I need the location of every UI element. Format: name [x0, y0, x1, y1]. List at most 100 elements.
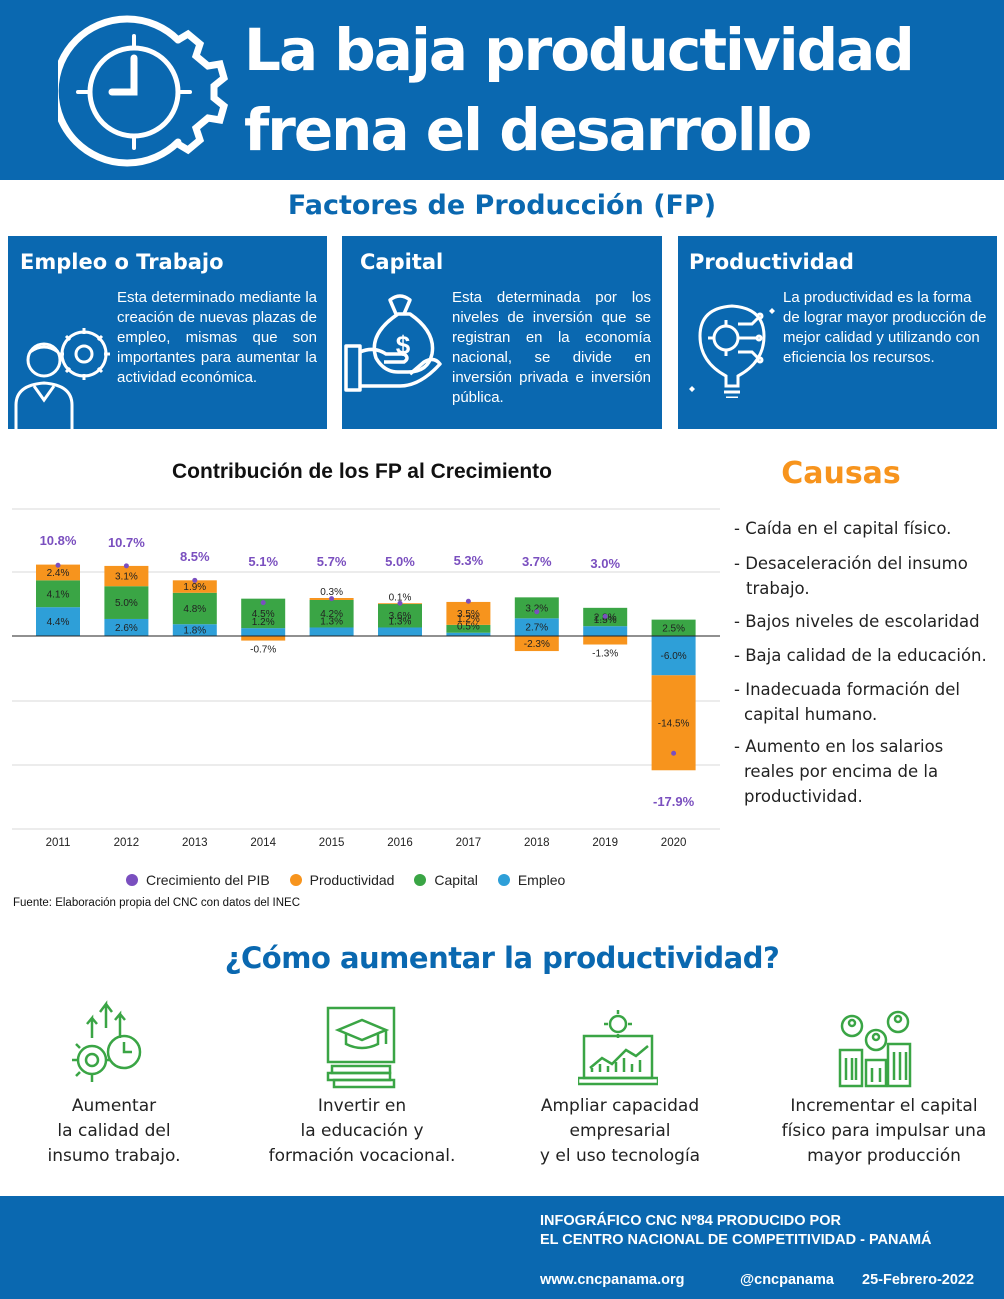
action-line: Invertir en [317, 1096, 407, 1116]
action-line: formación vocacional. [268, 1146, 456, 1166]
bar-productividad-2019 [583, 636, 628, 645]
cause-line: - Bajos niveles de escolaridad [734, 612, 980, 631]
svg-text:$: $ [396, 330, 411, 360]
data-label-empleo-2020: -6.0% [661, 651, 687, 662]
card-employment-text: Esta determinado mediante la creación de… [117, 289, 317, 386]
bar-empleo-2012 [104, 618, 149, 636]
data-label-capital-2012: 5.0% [115, 598, 138, 609]
chart-source: Fuente: Elaboración propia del CNC con d… [13, 897, 301, 909]
people-buildings-icon [838, 1010, 912, 1088]
pib-growth-label-2017: 5.3% [454, 553, 484, 568]
data-label-productividad-2020: -14.5% [658, 718, 690, 729]
bar-empleo-2015 [309, 627, 354, 636]
bar-productividad-2018 [514, 636, 559, 652]
card-productivity-text: La productividad es la forma de lograr m… [783, 289, 987, 366]
cause-item: - Aumento en los salarios reales por enci… [734, 734, 1000, 809]
data-label-empleo-2016: 1.3% [389, 616, 412, 627]
pib-growth-point-2011 [55, 562, 61, 568]
pib-growth-point-2019 [602, 613, 608, 619]
data-label-capital-2018: 3.2% [525, 603, 548, 614]
legend-swatch-employment [497, 874, 510, 886]
bar-capital-2013 [172, 592, 217, 625]
data-label-productividad-2015: 0.3% [320, 587, 343, 598]
bar-empleo-2014 [241, 628, 286, 636]
data-label-empleo-2017: 0.5% [457, 622, 480, 633]
chart-title: Contribución de los FP al Crecimiento [172, 460, 552, 483]
pib-growth-point-2012 [123, 563, 129, 569]
x-tick-label-2019: 2019 [592, 837, 618, 849]
cause-line: - Desaceleración del insumo [734, 554, 968, 573]
footer-social-handle[interactable]: @cncpanama [740, 1272, 834, 1288]
x-tick-label-2013: 2013 [182, 837, 208, 849]
header-banner [0, 0, 1004, 180]
data-label-capital-2020: 2.5% [662, 623, 685, 634]
pib-growth-point-2020 [671, 750, 677, 756]
data-label-capital-2013: 4.8% [183, 604, 206, 615]
pib-growth-label-2014: 5.1% [248, 554, 278, 569]
graduation-books-icon [326, 1006, 396, 1089]
pib-growth-point-2015 [329, 596, 335, 602]
data-label-empleo-2013: 1.8% [183, 626, 206, 637]
x-tick-label-2011: 2011 [46, 837, 71, 849]
bar-productividad-2013 [172, 580, 217, 593]
bar-productividad-2017 [446, 601, 491, 625]
data-label-productividad-2012: 3.1% [115, 572, 138, 583]
data-label-productividad-2018: -2.3% [524, 639, 550, 650]
x-tick-label-2020: 2020 [661, 837, 687, 849]
x-tick-label-2017: 2017 [456, 837, 482, 849]
cause-line: productividad. [744, 787, 863, 806]
pib-growth-point-2018 [534, 609, 540, 615]
cause-line: - Baja calidad de la educación. [734, 646, 987, 665]
x-tick-label-2014: 2014 [250, 837, 276, 849]
how-title: ¿Cómo aumentar la productividad? [224, 941, 780, 975]
legend-swatch-productivity [289, 874, 302, 886]
data-label-capital-2011: 4.1% [47, 589, 70, 600]
growth-gear-icon [72, 1000, 142, 1082]
bar-empleo-2019 [583, 626, 628, 636]
card-productivity: Productividad La productividad es la for… [678, 236, 997, 429]
action-line: empresarial [569, 1121, 671, 1141]
footer-website-link[interactable]: www.cncpanama.org [540, 1272, 685, 1288]
page-title-line-1: La baja productividad [244, 16, 915, 84]
x-tick-label-2016: 2016 [387, 837, 413, 849]
data-label-empleo-2019: 1.5% [594, 615, 617, 626]
data-label-productividad-2014: -0.7% [250, 645, 276, 656]
footer-credit-line-1: INFOGRÁFICO CNC Nº84 PRODUCIDO POR [540, 1213, 841, 1229]
data-label-empleo-2012: 2.6% [115, 623, 138, 634]
action-line: la educación y [300, 1121, 424, 1141]
cause-item: - Desaceleración del insumo trabajo. [734, 551, 1000, 601]
action-line: insumo trabajo. [47, 1146, 181, 1166]
pib-growth-label-2016: 5.0% [385, 554, 415, 569]
bar-empleo-2017 [446, 632, 491, 636]
action-line: mayor producción [807, 1146, 961, 1166]
action-line: la calidad del [57, 1121, 171, 1141]
legend-item-employment: Empleo [497, 872, 566, 888]
x-tick-label-2015: 2015 [319, 837, 345, 849]
legend-label-productivity: Productividad [309, 872, 395, 888]
legend-swatch-capital [414, 874, 427, 886]
pib-growth-label-2013: 8.5% [180, 549, 210, 564]
legend-label-employment: Empleo [517, 872, 566, 888]
card-capital: Capital $ Esta determinada por los nivel… [342, 236, 662, 429]
bar-empleo-2016 [378, 627, 422, 636]
bar-empleo-2018 [514, 618, 559, 636]
bar-capital-2018 [514, 597, 559, 619]
bar-capital-2011 [36, 580, 80, 608]
pib-growth-point-2013 [192, 577, 198, 583]
card-capital-text: Esta determinada por los niveles de inve… [452, 289, 651, 406]
causes-title: Causas [781, 456, 901, 491]
lightbulb-gear-icon [689, 304, 775, 398]
bar-capital-2017 [446, 624, 491, 633]
contribution-chart: 4.4% 4.1% 2.4% 10.8% 2011 2.6% 5.0% 3.1% 10.7% 20… [12, 508, 720, 849]
cause-line: reales por encima de la [744, 762, 939, 781]
money-bag-hand-icon: $ [344, 294, 442, 392]
pib-growth-point-2017 [465, 598, 471, 604]
data-label-capital-2016: 3.6% [389, 611, 412, 622]
legend-swatch-pib [126, 874, 138, 886]
action-quality-labor: Aumentar la calidad del insumo trabajo. [4, 1094, 224, 1169]
cause-line: - Aumento en los salarios [734, 737, 944, 756]
data-label-productividad-2013: 1.9% [183, 582, 206, 593]
pib-growth-point-2016 [397, 600, 403, 606]
x-tick-label-2018: 2018 [524, 837, 550, 849]
card-employment: Empleo o Trabajo Esta determinado median… [8, 236, 327, 429]
